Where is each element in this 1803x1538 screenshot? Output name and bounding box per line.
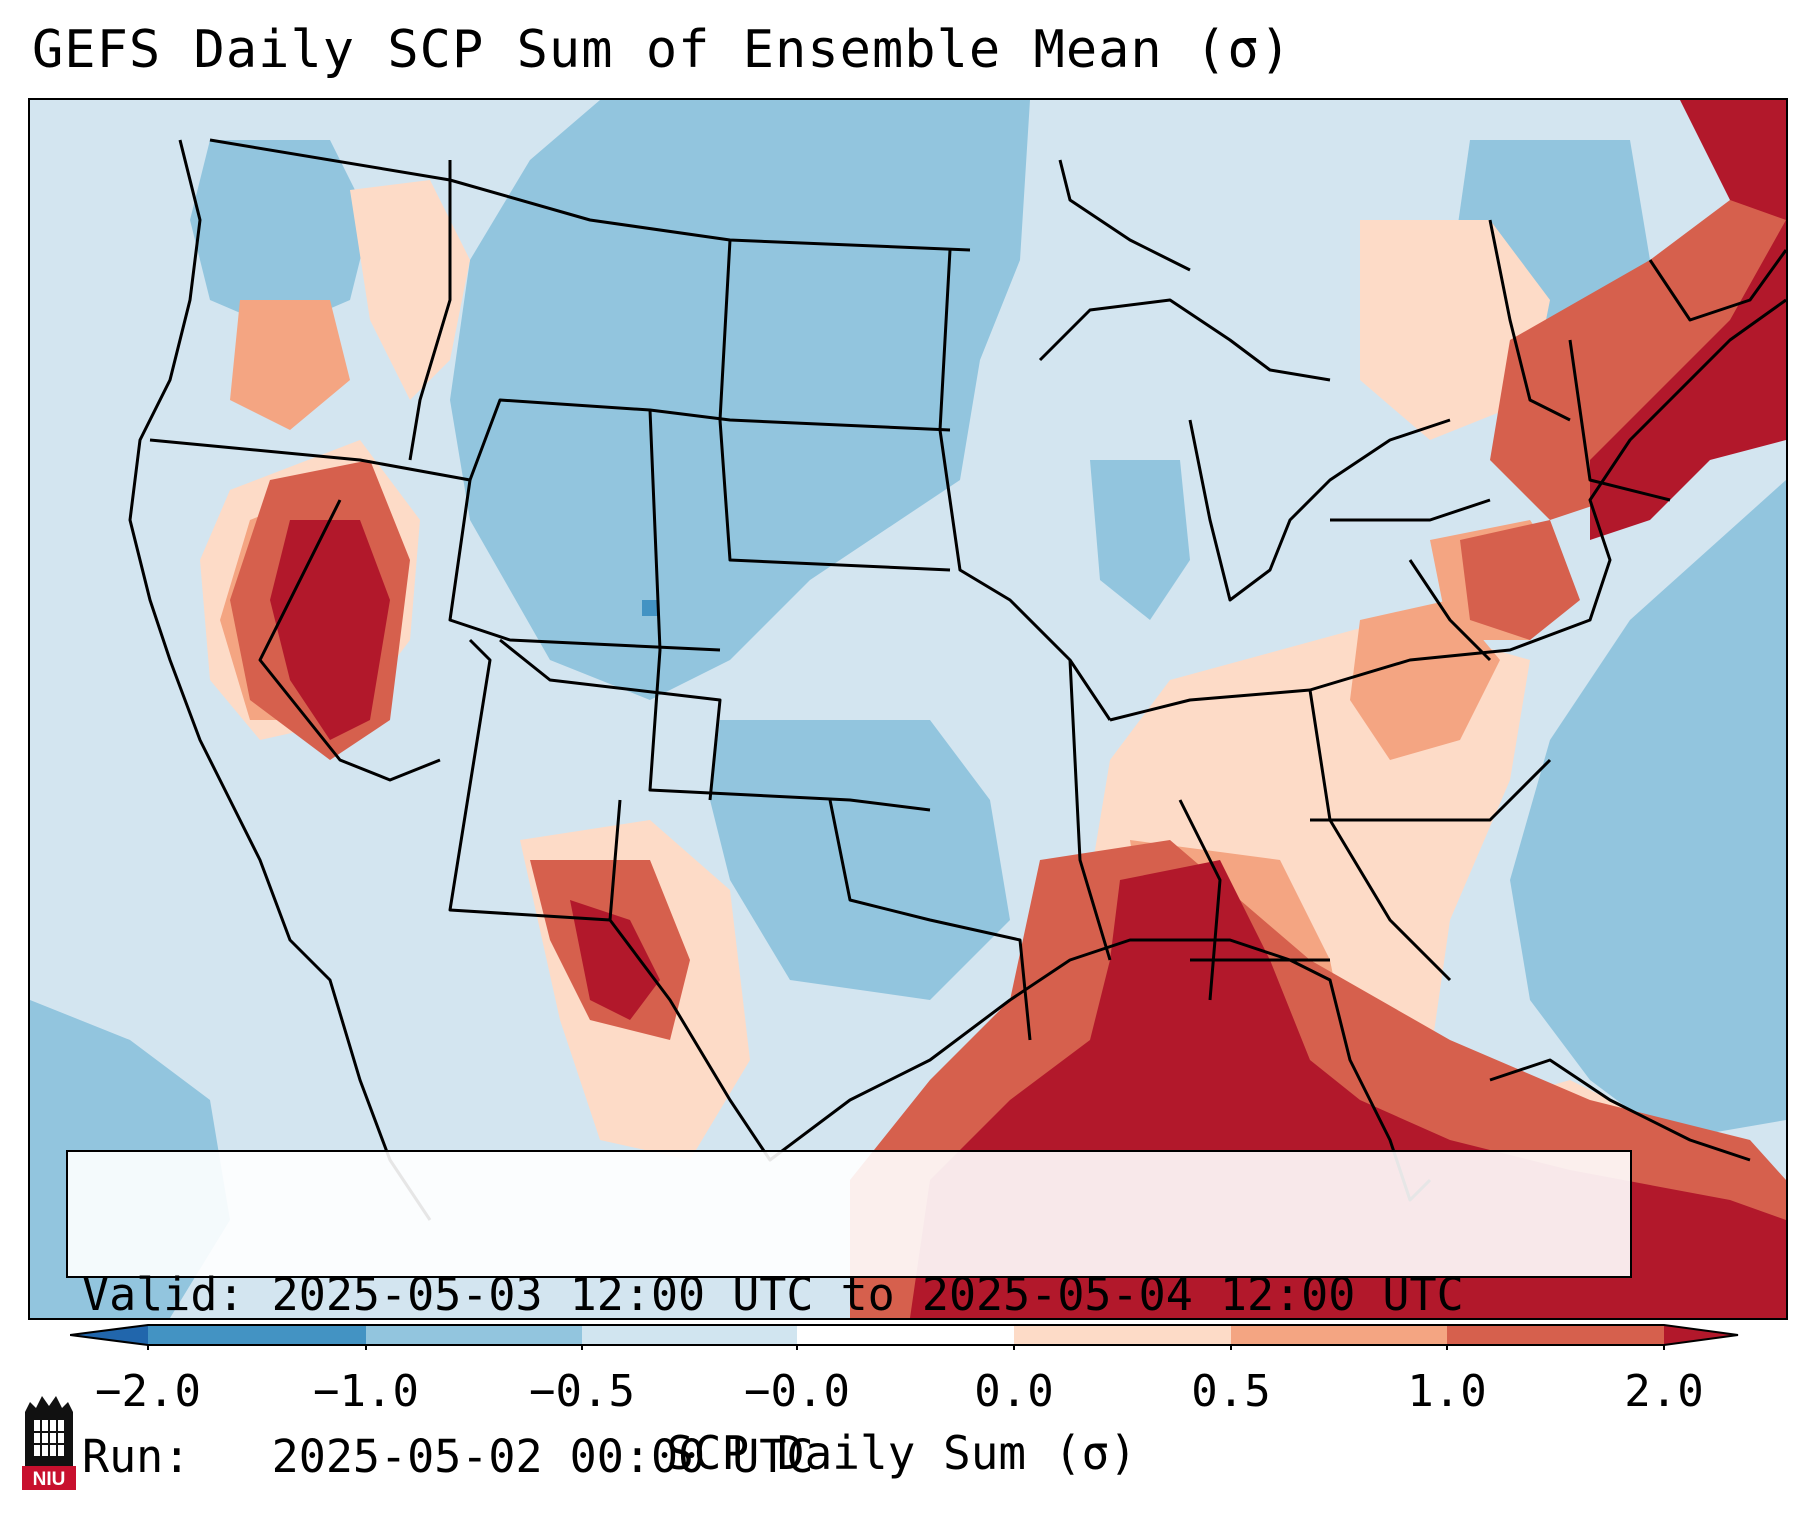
strong-negative-pixel <box>642 600 658 616</box>
colorbar-extend-low <box>70 1325 148 1345</box>
colorbar-tick: −0.5 <box>529 1366 635 1417</box>
colorbar-tick: 0.0 <box>974 1366 1054 1417</box>
colorbar-segment <box>797 1325 1014 1345</box>
colorbar-tick: −2.0 <box>95 1366 201 1417</box>
colorbar-label: SCP Daily Sum (σ) <box>666 1426 1137 1480</box>
svg-text:NIU: NIU <box>33 1469 66 1490</box>
coastline-and-borders <box>128 138 1786 1221</box>
page-title: GEFS Daily SCP Sum of Ensemble Mean (σ) <box>32 20 1292 80</box>
colorbar-segment <box>1447 1325 1664 1345</box>
colorbar-tick: 1.0 <box>1407 1366 1487 1417</box>
colorbar-segment <box>366 1325 582 1345</box>
colorbar <box>70 1324 1739 1350</box>
valid-time-line: Valid: 2025-05-03 12:00 UTC to 2025-05-0… <box>82 1268 1464 1321</box>
run-time-line: Run: 2025-05-02 00:00 UTC <box>82 1430 814 1483</box>
colorbar-segment <box>1014 1325 1231 1345</box>
colorbar-tick: 2.0 <box>1624 1366 1704 1417</box>
colorbar-segment <box>148 1325 366 1345</box>
map-panel[interactable] <box>28 98 1788 1320</box>
colorbar-tick: −1.0 <box>313 1366 419 1417</box>
colorbar-tick: 0.5 <box>1191 1366 1271 1417</box>
anomaly-map <box>30 100 1786 1318</box>
niu-logo: NIU <box>22 1396 76 1490</box>
colorbar-extend-high <box>1664 1325 1738 1345</box>
colorbar-segment <box>582 1325 797 1345</box>
valid-run-info-box: Valid: 2025-05-03 12:00 UTC to 2025-05-0… <box>66 1150 1632 1483</box>
colorbar-segment <box>1231 1325 1447 1345</box>
colorbar-tick: −0.0 <box>744 1366 850 1417</box>
